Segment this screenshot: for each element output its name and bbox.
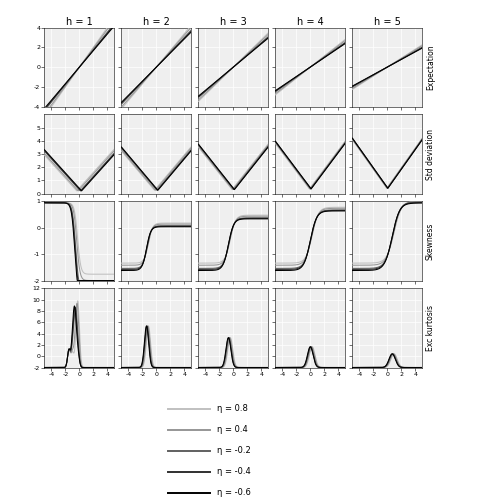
Text: η = -0.4: η = -0.4 — [217, 467, 251, 476]
Title: h = 3: h = 3 — [220, 16, 247, 26]
Text: Std deviation: Std deviation — [426, 128, 435, 180]
Text: η = 0.8: η = 0.8 — [217, 404, 248, 413]
Text: Skewness: Skewness — [426, 222, 435, 260]
Text: η = 0.4: η = 0.4 — [217, 425, 248, 434]
Title: h = 2: h = 2 — [143, 16, 170, 26]
Text: η = -0.6: η = -0.6 — [217, 488, 251, 497]
Text: Expectation: Expectation — [426, 44, 435, 90]
Text: η = -0.2: η = -0.2 — [217, 446, 251, 455]
Text: Exc kurtosis: Exc kurtosis — [426, 305, 435, 351]
Title: h = 5: h = 5 — [374, 16, 401, 26]
Title: h = 1: h = 1 — [66, 16, 93, 26]
Title: h = 4: h = 4 — [297, 16, 324, 26]
